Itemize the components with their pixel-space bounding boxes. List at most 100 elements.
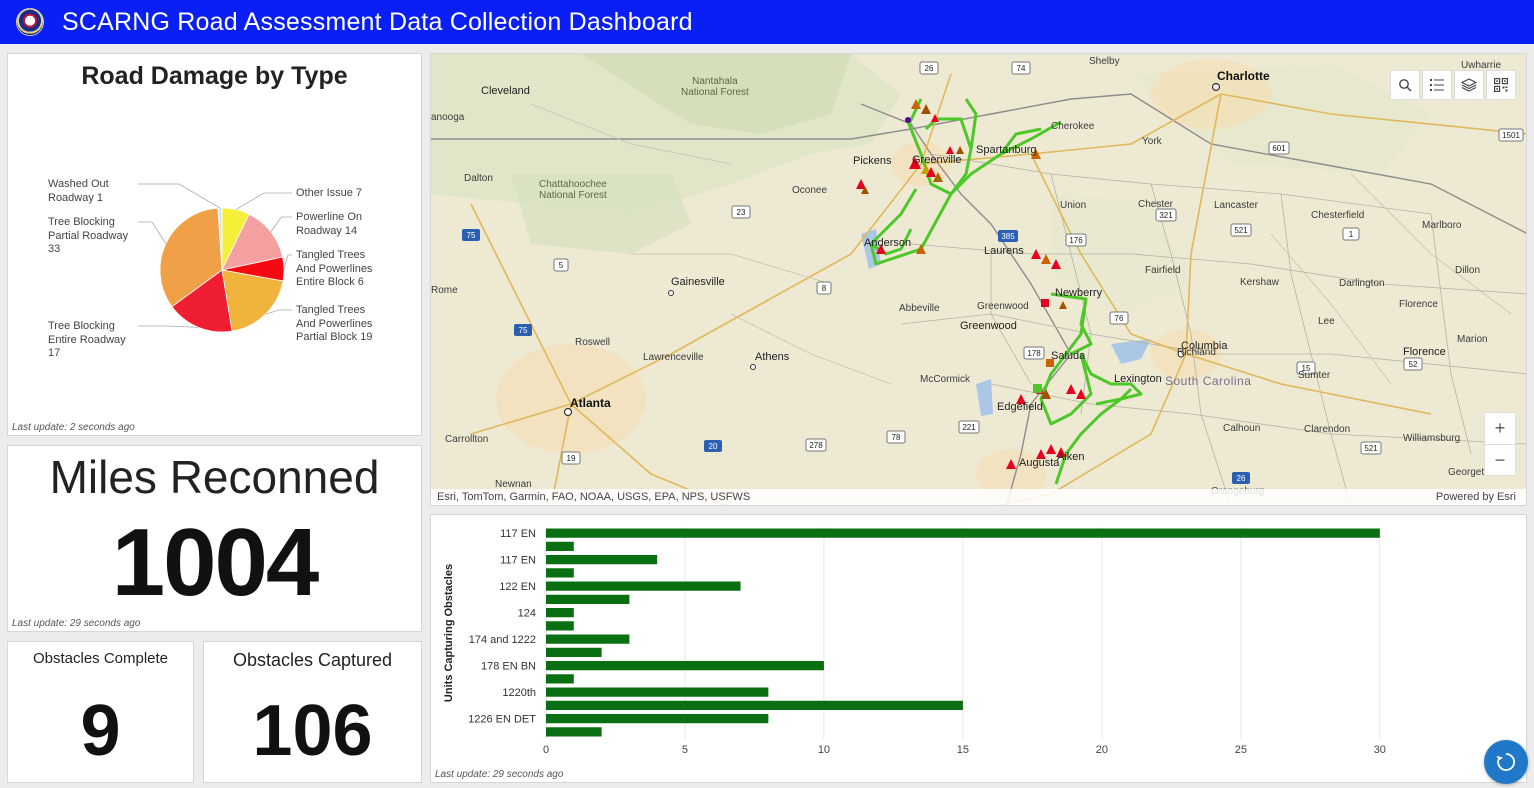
map-toolbar	[1390, 70, 1516, 100]
map-basemap[interactable]: 26 74 601 23 385 176 321 521 1 75 5 8 76…	[431, 54, 1527, 506]
map-place-label: Athens	[755, 351, 790, 363]
bar-chart-panel: 0 5 10 15 20 25 30 117 EN 117 EN 122 EN 124 174 and…	[430, 514, 1527, 783]
map-place-label: Carrollton	[445, 434, 489, 445]
powered-by-esri[interactable]: Powered by Esri	[1435, 491, 1516, 503]
map-panel[interactable]: 26 74 601 23 385 176 321 521 1 75 5 8 76…	[430, 53, 1527, 506]
map-place-label: Lawrenceville	[643, 352, 704, 363]
svg-text:20: 20	[709, 442, 718, 451]
zoom-in-button[interactable]: +	[1494, 418, 1506, 438]
map-place-label: Sumter	[1298, 370, 1331, 381]
obstacle-markers	[856, 99, 1086, 469]
bar[interactable]	[546, 541, 574, 551]
map-place-label: Edgefield	[997, 401, 1043, 413]
bar[interactable]	[546, 727, 602, 737]
pie-slice[interactable]	[217, 207, 223, 271]
map-attribution-bar: Esri, TomTom, Garmin, FAO, NOAA, USGS, E…	[431, 489, 1526, 505]
pie-leader-line	[235, 192, 292, 210]
svg-text:5: 5	[559, 261, 564, 270]
svg-text:601: 601	[1272, 144, 1286, 153]
pie-last-update: Last update: 2 seconds ago	[12, 422, 135, 433]
map-place-label: Aiken	[1057, 451, 1085, 463]
map-place-label: Greenwood	[977, 301, 1029, 312]
svg-text:52: 52	[1409, 360, 1418, 369]
map-place-label: Uwharrie	[1461, 60, 1502, 71]
map-place-label: Chester	[1138, 199, 1174, 210]
svg-text:75: 75	[467, 231, 476, 240]
svg-text:176: 176	[1069, 236, 1083, 245]
map-place-label: Augusta	[1019, 457, 1060, 469]
map-place-label: Marlboro	[1422, 220, 1462, 231]
bar-last-update: Last update: 29 seconds ago	[435, 769, 564, 780]
x-tick-label: 0	[543, 744, 549, 756]
svg-text:75: 75	[519, 326, 528, 335]
bar[interactable]	[546, 687, 769, 697]
y-category-label: 1226 EN DET	[468, 714, 536, 726]
svg-text:19: 19	[567, 454, 576, 463]
pie-slice[interactable]	[221, 213, 284, 271]
map-place-label: Saluda	[1051, 350, 1086, 362]
obstacles-captured-title: Obstacles Captured	[232, 650, 393, 670]
pie-slice[interactable]	[221, 269, 284, 332]
map-place-label: Spartanburg	[976, 144, 1037, 156]
obstacles-complete-value: 9	[80, 691, 121, 771]
map-place-label: Newnan	[495, 479, 532, 490]
obstacles-captured-panel: Obstacles Captured 106	[203, 641, 422, 783]
map-place-label: Greenwood	[960, 320, 1017, 332]
bar[interactable]	[546, 634, 630, 644]
pie-chart[interactable]	[8, 54, 421, 414]
pie-slice-label: Tree Blocking Partial Roadway 33	[48, 216, 129, 255]
y-category-label: 117 EN	[500, 555, 536, 567]
bar[interactable]	[546, 608, 574, 618]
map-place-label: Richland	[1177, 347, 1216, 358]
bar[interactable]	[546, 674, 574, 684]
map-place-label: Gainesville	[671, 276, 725, 288]
map-place-label: Williamsburg	[1403, 433, 1461, 444]
svg-text:26: 26	[1237, 474, 1246, 483]
map-place-label: Abbeville	[899, 303, 940, 314]
bar[interactable]	[546, 568, 574, 578]
map-place-label: York	[1142, 136, 1162, 147]
qr-code-icon[interactable]	[1486, 70, 1516, 100]
map-place-label: Rome	[431, 285, 458, 296]
map-place-label: Atlanta	[570, 396, 611, 410]
bar[interactable]	[546, 621, 574, 631]
y-category-label: 174 and 1222	[469, 634, 536, 646]
bar[interactable]	[546, 555, 658, 565]
map-place-label: Roswell	[575, 337, 611, 348]
svg-text:385: 385	[1001, 232, 1015, 241]
bar[interactable]	[546, 661, 824, 671]
pie-slice[interactable]	[159, 207, 223, 308]
map-place-label: Dillon	[1455, 265, 1481, 276]
bar[interactable]	[546, 594, 630, 604]
bar[interactable]	[546, 581, 741, 591]
map-place-label: Anderson	[864, 237, 912, 249]
svg-text:26: 26	[925, 64, 934, 73]
map-place-label: Union	[1060, 200, 1087, 211]
header-bar: SCARNG Road Assessment Data Collection D…	[0, 0, 1534, 44]
map-place-label: anooga	[431, 112, 465, 123]
legend-icon[interactable]	[1422, 70, 1452, 100]
bar[interactable]	[546, 700, 963, 710]
bar[interactable]	[546, 714, 769, 724]
refresh-button[interactable]	[1484, 740, 1528, 784]
bar-chart[interactable]: 0 5 10 15 20 25 30 117 EN 117 EN 122 EN 124 174 and…	[431, 515, 1526, 765]
pie-slice[interactable]	[171, 269, 233, 333]
pie-leader-line	[138, 325, 199, 328]
layers-icon[interactable]	[1454, 70, 1484, 100]
map-place-label: Florence	[1399, 299, 1438, 310]
svg-text:23: 23	[737, 208, 746, 217]
pie-slice-label: Tangled Trees And Powerlines Entire Bloc…	[296, 249, 373, 288]
miles-last-update: Last update: 29 seconds ago	[12, 618, 141, 629]
pie-leader-line	[138, 221, 167, 244]
miles-reconned-panel: Miles Reconned 1004 Last update: 29 seco…	[7, 445, 422, 632]
x-tick-label: 20	[1096, 744, 1108, 756]
map-place-label: Marion	[1457, 334, 1488, 345]
svg-text:221: 221	[962, 423, 976, 432]
pie-slice-label: Tangled Trees And Powerlines Partial Blo…	[296, 304, 373, 343]
search-icon[interactable]	[1390, 70, 1420, 100]
zoom-out-button[interactable]: −	[1485, 444, 1515, 475]
bar[interactable]	[546, 528, 1380, 538]
bar[interactable]	[546, 647, 602, 657]
svg-text:1: 1	[1349, 230, 1354, 239]
map-place-label: McCormick	[920, 374, 970, 385]
